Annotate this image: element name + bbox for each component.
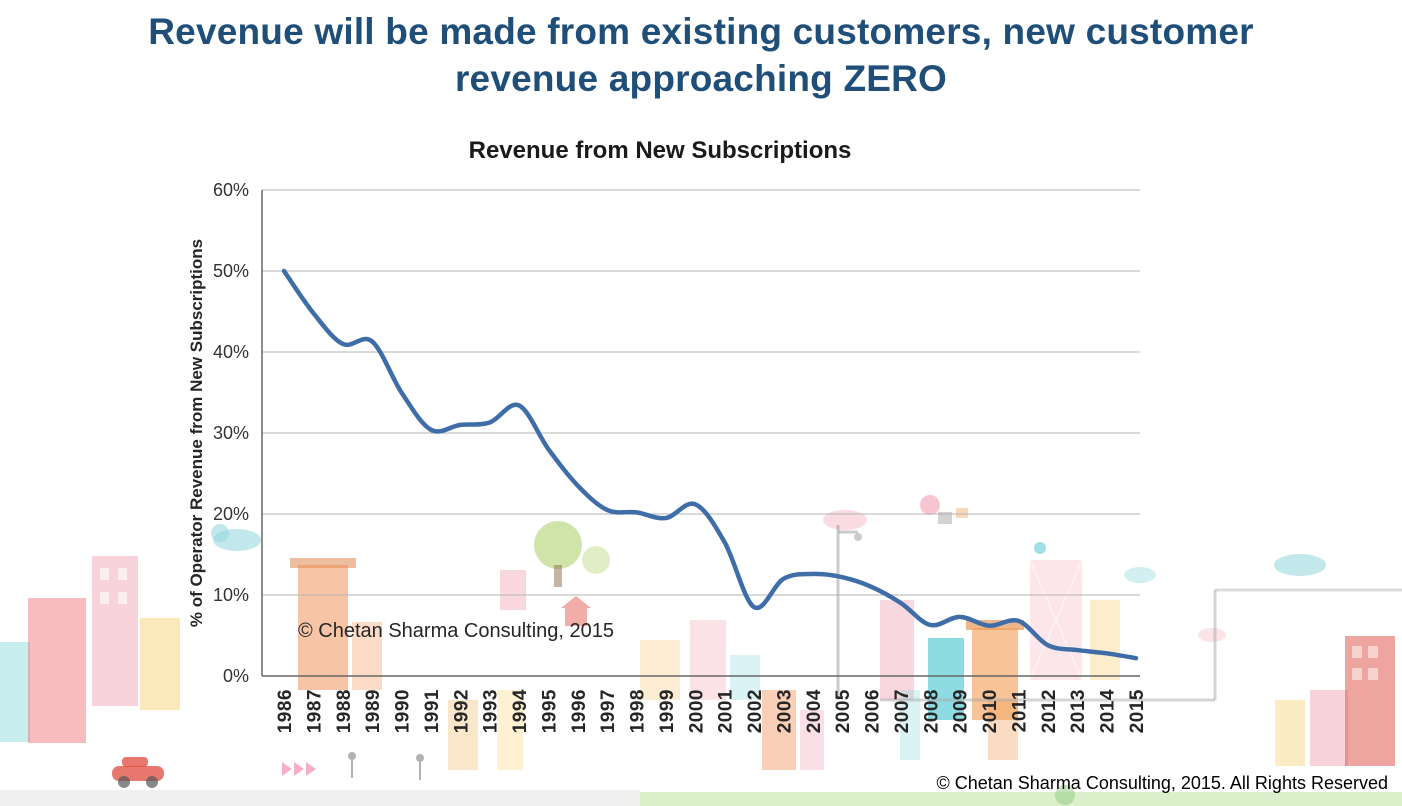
svg-text:1991: 1991	[422, 689, 443, 733]
main-title: Revenue will be made from existing custo…	[0, 8, 1402, 103]
svg-text:1992: 1992	[451, 689, 472, 733]
svg-text:2001: 2001	[716, 689, 737, 733]
svg-text:1998: 1998	[628, 689, 649, 733]
revenue-line-series	[281, 268, 1139, 661]
svg-text:2002: 2002	[745, 689, 766, 733]
main-title-line2: revenue approaching ZERO	[454, 58, 948, 100]
svg-text:2012: 2012	[1039, 689, 1060, 733]
svg-text:2004: 2004	[804, 689, 825, 733]
svg-text:0%: 0%	[223, 666, 249, 686]
svg-text:2007: 2007	[892, 689, 913, 733]
svg-text:50%: 50%	[213, 261, 249, 281]
svg-text:1999: 1999	[657, 689, 678, 733]
chart-annotation: © Chetan Sharma Consulting, 2015	[298, 620, 615, 642]
svg-text:1989: 1989	[363, 689, 384, 733]
svg-text:1988: 1988	[334, 689, 355, 733]
svg-text:2013: 2013	[1068, 689, 1089, 733]
svg-text:30%: 30%	[213, 423, 249, 443]
svg-text:2008: 2008	[921, 689, 942, 733]
svg-text:2009: 2009	[951, 689, 972, 733]
svg-text:2011: 2011	[1009, 689, 1030, 732]
y-axis-title: % of Operator Revenue from New Subscript…	[176, 190, 218, 676]
svg-text:10%: 10%	[213, 585, 249, 605]
x-tick-labels: 1986 1987 1988 1989 1990 1991 1992 1993 1994 1995…	[275, 689, 1148, 733]
svg-text:1994: 1994	[510, 689, 531, 733]
svg-text:20%: 20%	[213, 504, 249, 524]
buildings-left	[0, 556, 180, 743]
svg-text:2000: 2000	[686, 689, 707, 733]
y-tick-labels: 0% 10% 20% 30% 40% 50% 60%	[213, 180, 249, 686]
y-axis-title-text: % of Operator Revenue from New Subscript…	[187, 238, 206, 628]
svg-text:2006: 2006	[863, 689, 884, 733]
svg-text:2010: 2010	[980, 689, 1001, 733]
svg-text:1993: 1993	[481, 689, 502, 733]
svg-text:1996: 1996	[569, 689, 590, 733]
svg-text:1990: 1990	[393, 689, 414, 733]
svg-text:40%: 40%	[213, 342, 249, 362]
svg-text:2014: 2014	[1098, 689, 1119, 733]
main-title-line1: Revenue will be made from existing custo…	[148, 11, 1254, 52]
street-level	[0, 752, 1402, 806]
svg-text:2005: 2005	[833, 689, 854, 733]
copyright-footer: © Chetan Sharma Consulting, 2015. All Ri…	[936, 773, 1388, 793]
svg-text:1995: 1995	[539, 689, 560, 733]
svg-text:1986: 1986	[275, 689, 296, 733]
chart-title: Revenue from New Subscriptions	[468, 137, 852, 164]
gridlines	[262, 189, 1140, 677]
clouds-and-icons	[211, 495, 1326, 642]
svg-text:2015: 2015	[1127, 689, 1148, 733]
svg-text:60%: 60%	[213, 180, 249, 200]
svg-text:2003: 2003	[774, 689, 795, 733]
svg-text:1987: 1987	[304, 689, 325, 733]
buildings-mid	[290, 521, 824, 770]
svg-text:1997: 1997	[598, 689, 619, 733]
